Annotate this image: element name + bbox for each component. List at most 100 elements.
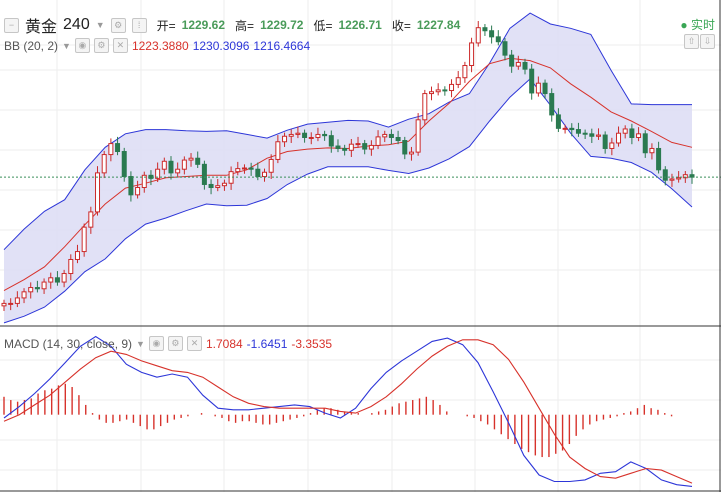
settings-icon[interactable]: ⚙ bbox=[93, 38, 109, 53]
candle-body bbox=[622, 128, 628, 134]
candle-body bbox=[428, 91, 434, 95]
candle-body bbox=[21, 291, 27, 299]
candle-body bbox=[362, 143, 368, 150]
low-label: 低= bbox=[313, 18, 333, 33]
timeframe[interactable]: 240 bbox=[63, 16, 90, 33]
candle-body bbox=[14, 297, 20, 304]
macd-signal-value: -3.3535 bbox=[291, 336, 333, 351]
candle-body bbox=[676, 177, 682, 180]
candle-body bbox=[328, 135, 334, 147]
candle-body bbox=[442, 89, 448, 92]
candle-body bbox=[589, 133, 595, 137]
chevron-down-icon[interactable]: ▼ bbox=[95, 20, 105, 30]
macd-hist-value: 1.7084 bbox=[205, 336, 243, 351]
close-label: 收= bbox=[391, 18, 411, 33]
candle-body bbox=[215, 185, 221, 189]
candle-body bbox=[221, 182, 227, 187]
candle-body bbox=[348, 143, 354, 151]
candle-body bbox=[562, 127, 568, 130]
candle-body bbox=[235, 168, 241, 173]
settings-icon[interactable]: ⚙ bbox=[167, 336, 183, 351]
bollinger-band-lines bbox=[3, 12, 693, 324]
macd-signal-line bbox=[3, 339, 693, 484]
candle-body bbox=[502, 41, 508, 56]
candle-body bbox=[48, 277, 54, 283]
bb-label[interactable]: BB (20, 2) bbox=[4, 38, 59, 53]
candlesticks bbox=[1, 20, 695, 312]
chevron-down-icon[interactable]: ▼ bbox=[62, 40, 71, 51]
settings-icon[interactable]: ⚙ bbox=[110, 17, 126, 33]
realtime-label: 实时 bbox=[690, 18, 715, 32]
bb-band-area bbox=[4, 13, 692, 323]
candle-body bbox=[602, 134, 608, 149]
candle-body bbox=[135, 187, 141, 196]
candle-body bbox=[95, 172, 101, 213]
candle-body bbox=[522, 61, 528, 70]
candle-body bbox=[315, 133, 321, 138]
candle-body bbox=[28, 287, 34, 293]
candle-body bbox=[388, 133, 394, 138]
candle-body bbox=[262, 171, 268, 178]
candle-body bbox=[121, 151, 127, 178]
low-value: 1226.71 bbox=[338, 18, 382, 32]
candle-body bbox=[241, 167, 247, 170]
candle-body bbox=[41, 281, 47, 290]
chevron-down-icon[interactable]: ▼ bbox=[136, 338, 145, 349]
candle-body bbox=[489, 30, 495, 38]
candle-body bbox=[54, 277, 60, 283]
high-label: 高= bbox=[235, 18, 255, 33]
candle-body bbox=[595, 134, 601, 137]
macd-label[interactable]: MACD (14, 30, close, 9) bbox=[4, 336, 133, 351]
candle-body bbox=[408, 151, 414, 155]
candle-body bbox=[275, 141, 281, 160]
candle-body bbox=[161, 160, 167, 170]
candle-body bbox=[195, 157, 201, 165]
candle-body bbox=[208, 183, 214, 189]
candle-body bbox=[462, 65, 468, 79]
candle-body bbox=[101, 154, 107, 174]
candle-body bbox=[535, 82, 541, 94]
fullscreen-icon[interactable]: ⇩ bbox=[700, 34, 715, 49]
candle-body bbox=[555, 114, 561, 129]
candle-body bbox=[61, 273, 67, 283]
symbol-header: − 黄金 240 ▼ ⚙ ⁞ 开= 1229.62 高= 1229.72 低= … bbox=[4, 15, 460, 36]
candle-body bbox=[175, 168, 181, 174]
bb-legend: BB (20, 2) ▼ ◉ ⚙ ✕ 1223.3880 1230.3096 1… bbox=[4, 38, 310, 53]
candle-body bbox=[74, 251, 80, 260]
candle-body bbox=[282, 135, 288, 143]
eye-icon[interactable]: ◉ bbox=[148, 336, 164, 351]
candle-body bbox=[288, 133, 294, 137]
more-icon[interactable]: ⁞ bbox=[131, 17, 147, 33]
candle-body bbox=[335, 145, 341, 149]
eye-icon[interactable]: ◉ bbox=[74, 38, 90, 53]
candle-body bbox=[188, 157, 194, 161]
candle-body bbox=[422, 93, 428, 121]
candle-body bbox=[449, 83, 455, 92]
candle-body bbox=[81, 226, 87, 253]
realtime-indicator[interactable]: ● 实时 bbox=[680, 16, 715, 33]
candle-body bbox=[642, 133, 648, 154]
candle-body bbox=[248, 167, 254, 170]
candle-body bbox=[415, 119, 421, 153]
candle-body bbox=[355, 143, 361, 146]
symbol-name[interactable]: 黄金 bbox=[25, 19, 58, 36]
candle-body bbox=[629, 128, 635, 138]
candle-body bbox=[509, 54, 515, 67]
candle-body bbox=[435, 89, 441, 93]
bb-upper-line bbox=[3, 12, 692, 251]
candle-body bbox=[201, 163, 207, 185]
close-icon[interactable]: ✕ bbox=[186, 336, 202, 351]
candle-body bbox=[669, 178, 675, 181]
candle-body bbox=[609, 142, 615, 149]
candle-body bbox=[482, 27, 488, 32]
collapse-icon[interactable]: − bbox=[4, 17, 19, 33]
open-value: 1229.62 bbox=[181, 18, 226, 32]
realtime-dot-icon: ● bbox=[680, 18, 688, 32]
pin-icon[interactable]: ⇧ bbox=[684, 34, 699, 49]
bb-lower-line bbox=[3, 78, 693, 324]
macd-legend: MACD (14, 30, close, 9) ▼ ◉ ⚙ ✕ 1.7084 -… bbox=[4, 336, 332, 351]
close-icon[interactable]: ✕ bbox=[112, 38, 128, 53]
candle-body bbox=[181, 159, 187, 170]
